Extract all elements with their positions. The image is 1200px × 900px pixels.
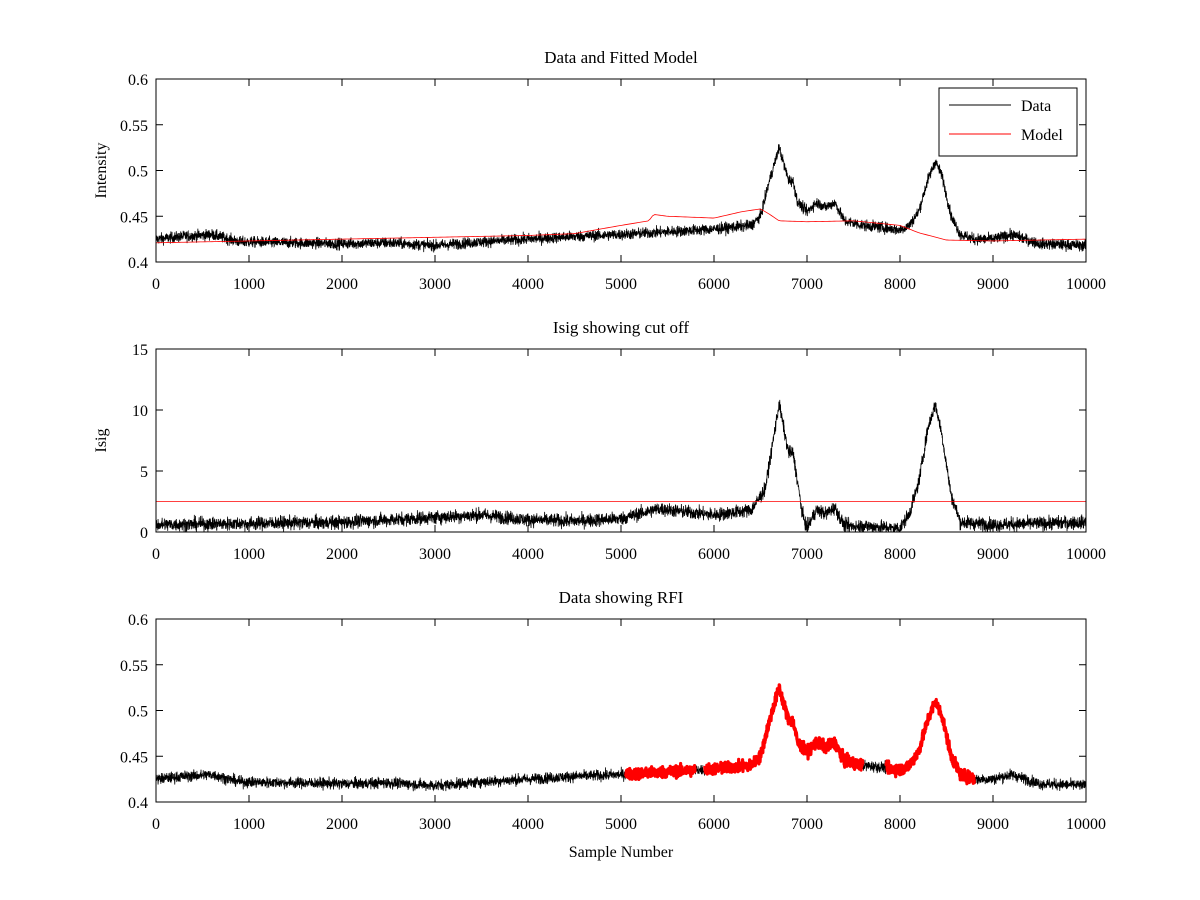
x-tick-label: 9000 (977, 276, 1009, 293)
x-tick-label: 3000 (419, 276, 451, 293)
x-tick-label: 5000 (605, 276, 637, 293)
x-tick-label: 10000 (1066, 546, 1106, 563)
y-tick-label: 0.45 (120, 749, 148, 766)
x-tick-label: 4000 (512, 816, 544, 833)
x-tick-label: 10000 (1066, 816, 1106, 833)
y-tick-label: 0.6 (128, 612, 148, 629)
x-tick-label: 2000 (326, 546, 358, 563)
x-tick-label: 8000 (884, 816, 916, 833)
rfi-highlight-segment (884, 697, 976, 786)
chart-title: Isig showing cut off (553, 318, 689, 337)
x-tick-label: 9000 (977, 546, 1009, 563)
x-tick-label: 6000 (698, 276, 730, 293)
y-tick-label: 15 (132, 342, 148, 359)
x-tick-label: 7000 (791, 546, 823, 563)
y-tick-label: 0.5 (128, 164, 148, 181)
x-tick-label: 0 (152, 816, 160, 833)
x-tick-label: 2000 (326, 276, 358, 293)
y-tick-label: 0.4 (128, 255, 148, 272)
x-tick-label: 4000 (512, 546, 544, 563)
data-series-line (156, 144, 1086, 253)
x-tick-label: 6000 (698, 546, 730, 563)
legend: Data Model (938, 87, 1078, 157)
chart-title: Data showing RFI (559, 588, 684, 607)
x-tick-label: 4000 (512, 276, 544, 293)
x-tick-label: 1000 (233, 816, 265, 833)
x-tick-label: 10000 (1066, 276, 1106, 293)
x-tick-label: 2000 (326, 816, 358, 833)
x-tick-label: 6000 (698, 816, 730, 833)
y-tick-label: 0.55 (120, 658, 148, 675)
legend-label-model: Model (1021, 127, 1063, 144)
y-tick-label: 10 (132, 403, 148, 420)
x-axis-label: Sample Number (569, 844, 674, 861)
x-tick-label: 7000 (791, 816, 823, 833)
chart-title: Data and Fitted Model (544, 48, 698, 67)
legend-box (938, 87, 1078, 157)
y-tick-label: 0.4 (128, 795, 148, 812)
y-axis-label: Intensity (93, 143, 110, 199)
x-tick-label: 3000 (419, 816, 451, 833)
x-tick-label: 9000 (977, 816, 1009, 833)
x-tick-label: 5000 (605, 546, 637, 563)
x-tick-label: 0 (152, 546, 160, 563)
y-tick-label: 5 (140, 464, 148, 481)
axes-box (155, 348, 1087, 533)
x-tick-label: 3000 (419, 546, 451, 563)
chart-panel-1: 0 1000 2000 3000 4000 5000 6000 7000 8000 9000 100… (93, 48, 1106, 293)
rfi-highlight-segment (624, 761, 697, 782)
x-tick-label: 1000 (233, 546, 265, 563)
y-tick-label: 0.55 (120, 118, 148, 135)
x-tick-label: 8000 (884, 276, 916, 293)
model-series-line (156, 208, 1086, 244)
legend-label-data: Data (1021, 98, 1051, 115)
x-tick-label: 8000 (884, 546, 916, 563)
rfi-highlight-segment (703, 683, 865, 776)
chart-panel-3: 0 1000 2000 3000 4000 5000 6000 7000 8000 9000 100… (120, 588, 1106, 861)
x-tick-label: 0 (152, 276, 160, 293)
x-tick-label: 1000 (233, 276, 265, 293)
y-tick-label: 0 (140, 525, 148, 542)
chart-panel-2: 0 1000 2000 3000 4000 5000 6000 7000 8000 9000 100… (93, 318, 1106, 563)
y-tick-label: 0.6 (128, 72, 148, 89)
x-tick-label: 5000 (605, 816, 637, 833)
y-axis-label: Isig (93, 429, 110, 453)
isig-series-line (156, 399, 1086, 532)
x-tick-label: 7000 (791, 276, 823, 293)
y-tick-label: 0.45 (120, 209, 148, 226)
y-tick-label: 0.5 (128, 704, 148, 721)
